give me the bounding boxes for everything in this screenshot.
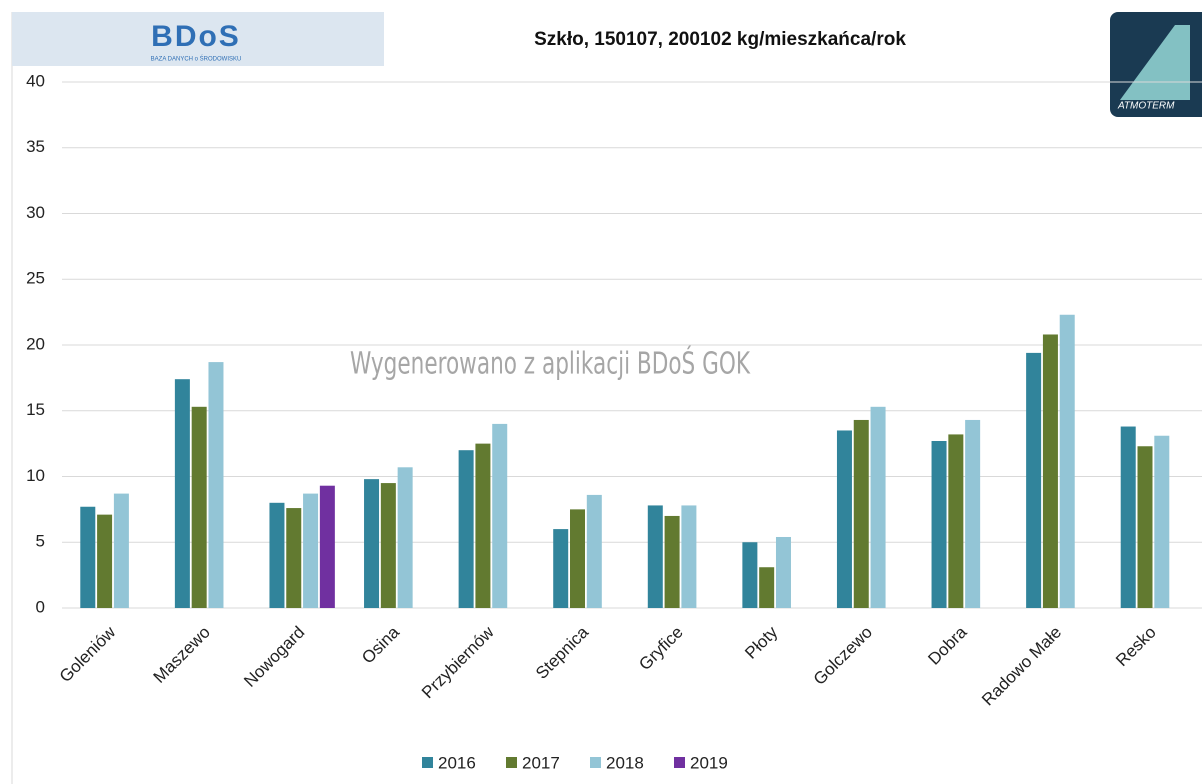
y-tick-label: 40 [26, 71, 45, 90]
bar [1042, 334, 1058, 608]
bar [664, 515, 680, 608]
bar [492, 423, 508, 608]
bar [397, 467, 413, 608]
x-tick-label: Golczewo [810, 623, 876, 689]
legend-swatch [506, 757, 517, 768]
x-tick-label: Dobra [924, 622, 971, 669]
logo-subtext: BAZA DANYCH o ŚRODOWISKU [151, 55, 242, 63]
bar [931, 440, 947, 608]
y-tick-label: 30 [26, 203, 45, 222]
logo-box [12, 12, 384, 66]
y-tick-label: 10 [26, 466, 45, 485]
x-tick-label: Goleniów [56, 622, 120, 686]
x-tick-label: Osina [358, 622, 403, 667]
legend-swatch [422, 757, 433, 768]
bar [1026, 352, 1042, 608]
chart-title: Szkło, 150107, 200102 kg/mieszkańca/rok [534, 29, 906, 50]
legend-label: 2019 [690, 753, 728, 772]
y-tick-label: 35 [26, 137, 45, 156]
x-tick-label: Gryfice [635, 623, 687, 675]
legend-label: 2018 [606, 753, 644, 772]
bar [1154, 435, 1170, 608]
bar [269, 502, 285, 608]
x-tick-label: Maszewo [150, 623, 214, 687]
bar [1137, 446, 1153, 608]
y-tick-label: 0 [36, 597, 45, 616]
legend-label: 2016 [438, 753, 476, 772]
watermark: Wygenerowano z aplikacji BDoŚ GOK [350, 346, 751, 381]
y-tick-label: 25 [26, 269, 45, 288]
y-tick-label: 20 [26, 334, 45, 353]
x-tick-label: Stepnica [532, 622, 593, 683]
bar [286, 508, 302, 608]
bar [113, 493, 129, 608]
bar [1120, 426, 1136, 608]
bar [570, 509, 586, 608]
bar [742, 542, 758, 608]
bar [586, 494, 602, 608]
x-tick-label: Płoty [741, 622, 782, 663]
bar [948, 434, 964, 608]
bar [97, 514, 113, 608]
bar [853, 419, 869, 608]
logo-right-text: ATMOTERM [1117, 101, 1175, 112]
bar [380, 483, 396, 608]
logo-right-shape [1120, 25, 1190, 100]
bar [647, 505, 663, 608]
legend-label: 2017 [522, 753, 560, 772]
legend-swatch [674, 757, 685, 768]
bar [1059, 314, 1075, 608]
bar [191, 406, 207, 608]
bar [475, 443, 491, 608]
bar [836, 430, 852, 608]
bar [553, 529, 569, 608]
logo-text: BDoS [151, 20, 241, 53]
bar [870, 406, 886, 608]
y-tick-label: 15 [26, 400, 45, 419]
legend-swatch [590, 757, 601, 768]
bar [681, 505, 697, 608]
bar [458, 450, 474, 608]
bar [303, 493, 319, 608]
bar [208, 362, 224, 608]
x-tick-label: Przybiernów [418, 622, 498, 702]
bar [965, 419, 981, 608]
bar [364, 479, 380, 608]
bar [174, 379, 190, 608]
x-tick-label: Nowogard [240, 623, 308, 691]
x-tick-label: Resko [1112, 623, 1160, 671]
bar [759, 567, 775, 608]
y-tick-label: 5 [36, 532, 45, 551]
bar [80, 506, 96, 608]
x-tick-label: Radowo Małe [978, 623, 1065, 710]
bar [319, 485, 335, 608]
bar [775, 536, 791, 608]
